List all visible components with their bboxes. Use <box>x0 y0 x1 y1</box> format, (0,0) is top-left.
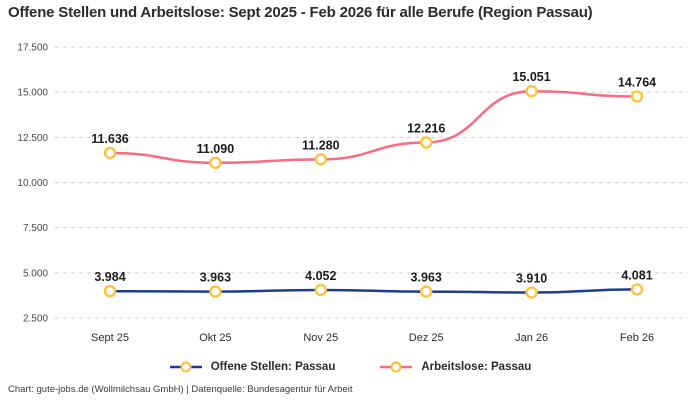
data-point-marker[interactable] <box>314 283 327 297</box>
legend-label-offene-stellen: Offene Stellen: Passau <box>210 361 336 373</box>
data-point-label: 3.910 <box>516 272 547 286</box>
data-point-marker[interactable] <box>420 136 433 149</box>
chart-credit: Chart: gute-jobs.de (Wollmilchsau GmbH) … <box>8 384 353 395</box>
data-point-label: 3.963 <box>411 271 442 285</box>
legend-swatch-arbeitslose <box>380 361 413 373</box>
chart-legend: Offene Stellen: Passau Arbeitslose: Pass… <box>0 356 700 378</box>
data-point-label: 12.216 <box>407 121 445 135</box>
x-tick-label: Jan 26 <box>515 332 548 344</box>
y-tick-label: 2.500 <box>23 314 48 325</box>
data-point-marker[interactable] <box>314 153 327 166</box>
data-point-marker[interactable] <box>630 90 644 103</box>
data-point-marker[interactable] <box>103 146 117 160</box>
data-point-label: 11.280 <box>302 138 340 152</box>
y-tick-label: 5.000 <box>23 268 48 279</box>
data-point-label: 15.051 <box>512 70 550 84</box>
data-point-label: 11.090 <box>197 142 235 156</box>
x-tick-label: Feb 26 <box>620 332 654 344</box>
chart-title: Offene Stellen und Arbeitslose: Sept 202… <box>8 4 593 21</box>
y-tick-label: 10.000 <box>17 178 48 189</box>
data-point-marker[interactable] <box>209 156 222 170</box>
data-point-label: 11.636 <box>91 132 129 146</box>
x-tick-label: Dez 25 <box>409 332 444 344</box>
y-tick-label: 12.500 <box>17 133 48 144</box>
data-point-marker[interactable] <box>630 283 644 296</box>
data-point-marker[interactable] <box>525 85 538 98</box>
data-point-marker[interactable] <box>420 285 433 298</box>
y-tick-label: 7.500 <box>23 223 48 234</box>
data-point-label: 3.963 <box>200 271 231 285</box>
y-tick-label: 17.500 <box>17 43 48 54</box>
data-point-label: 3.984 <box>94 270 125 284</box>
y-tick-label: 15.000 <box>17 88 48 99</box>
data-point-marker[interactable] <box>209 285 222 298</box>
data-point-label: 4.081 <box>621 268 652 282</box>
x-tick-label: Okt 25 <box>199 332 231 344</box>
legend-swatch-offene-stellen <box>169 361 202 373</box>
series-line-1 <box>109 89 638 165</box>
data-point-marker[interactable] <box>103 284 117 298</box>
data-point-label: 4.052 <box>305 269 336 283</box>
legend-label-arbeitslose: Arbeitslose: Passau <box>421 361 532 373</box>
legend-item-arbeitslose[interactable]: Arbeitslose: Passau <box>379 361 531 373</box>
data-point-marker[interactable] <box>525 286 538 299</box>
line-chart-plot: 2.500 5.000 7.500 10.000 12.500 15.000 17.500 S… <box>17 43 688 344</box>
legend-item-offene-stellen[interactable]: Offene Stellen: Passau <box>169 361 336 373</box>
series-line-0 <box>109 288 638 294</box>
x-tick-label: Sept 25 <box>91 332 129 344</box>
x-tick-label: Nov 25 <box>303 332 338 344</box>
data-point-label: 14.764 <box>618 75 656 89</box>
